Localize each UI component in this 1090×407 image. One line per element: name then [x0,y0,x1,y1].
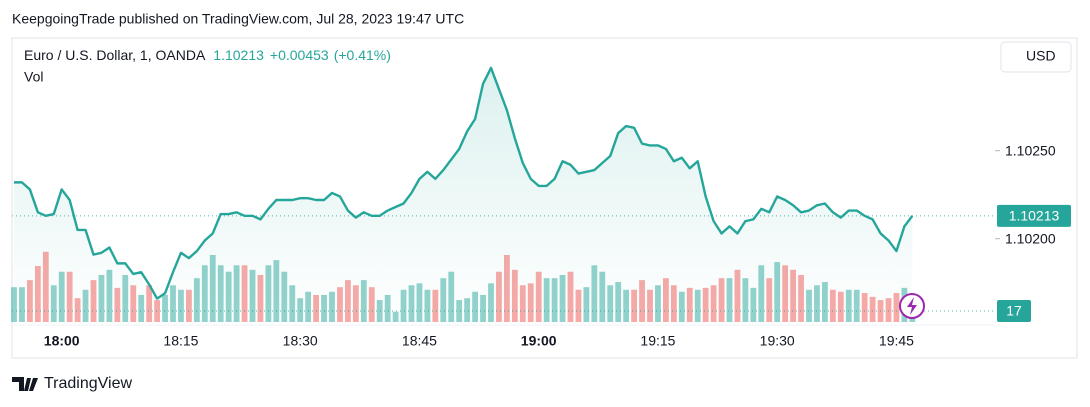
alert-bolt [907,297,917,315]
symbol: Euro / U.S. Dollar, 1, OANDA [24,47,206,63]
x-tick-label: 18:30 [283,333,318,349]
x-tick-label: 19:30 [760,333,795,349]
brand: TradingView [44,375,132,392]
last-price-badge-label: 1.10213 [1009,208,1060,224]
x-tick-label: 19:00 [521,333,557,349]
x-tick-label: 19:45 [879,333,914,349]
y-tick-label: 1.10250 [1005,142,1056,158]
price-line [14,66,914,300]
y-tick-label: 1.10200 [1005,230,1056,246]
price-area [14,67,913,326]
publisher-line: KeepgoingTrade published on TradingView.… [12,11,464,27]
x-tick-label: 19:15 [640,333,675,349]
x-tick-label: 18:45 [402,333,437,349]
currency[interactable]: USD [1026,48,1056,64]
plot: 1.10250 1.10200 18:00 18:15 18:30 18:45 19:00 1… [11,66,1056,349]
x-tick-label: 18:00 [44,333,80,349]
volume-badge-label: 17 [1006,303,1022,319]
change-percent: (+0.41%) [334,47,391,63]
change: +0.00453 [270,47,329,63]
volume-badge [997,300,1031,323]
volume-label: Vol [24,69,43,85]
legend-line: Euro / U.S. Dollar, 1, OANDA 1.10213 +0.00… [24,47,391,63]
brand-logo [12,377,38,391]
x-tick-label: 18:15 [163,333,198,349]
chart-frame [11,37,1078,359]
currency-button[interactable] [1000,41,1072,73]
last-price: 1.10213 [213,47,264,63]
last-price-badge [997,204,1071,227]
